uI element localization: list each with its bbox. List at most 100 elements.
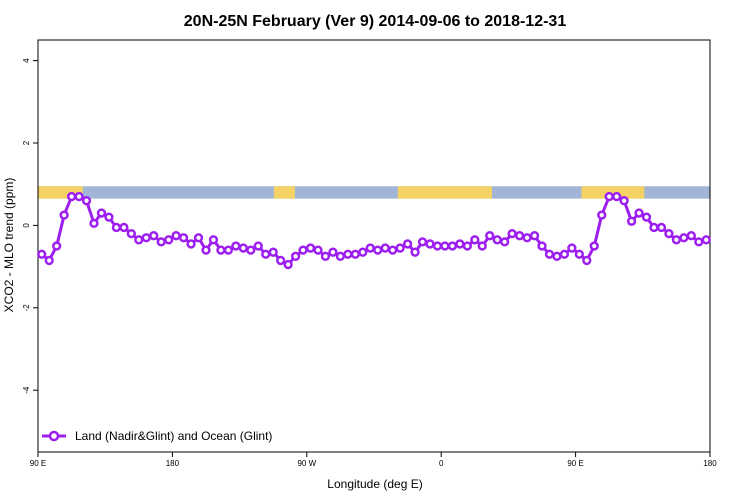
data-point — [276, 255, 286, 266]
data-point — [686, 231, 696, 241]
data-point — [59, 210, 69, 220]
data-point — [544, 249, 555, 259]
data-point — [320, 251, 331, 261]
data-point — [178, 233, 189, 243]
data-point — [261, 249, 271, 259]
legend-marker — [48, 430, 60, 442]
data-point — [552, 251, 562, 261]
x-axis-label: Longitude (deg E) — [327, 477, 422, 491]
data-point — [462, 241, 472, 251]
data-point — [425, 239, 435, 249]
series-line — [40, 195, 707, 266]
data-point — [455, 239, 465, 249]
data-point — [328, 247, 338, 257]
y-axis-label: XCO2 - MLO trend (ppm) — [2, 178, 16, 313]
land-segment — [581, 186, 645, 199]
data-point — [402, 239, 413, 249]
data-point — [574, 249, 584, 259]
data-point — [365, 243, 375, 253]
data-point — [246, 245, 256, 255]
data-point — [37, 249, 47, 259]
legend: Land (Nadir&Glint) and Ocean (Glint) — [42, 429, 272, 443]
data-point — [134, 235, 144, 245]
data-point — [335, 251, 346, 261]
data-point — [66, 191, 77, 202]
data-point — [671, 235, 682, 245]
data-point — [634, 208, 644, 218]
plot-border — [37, 39, 711, 453]
data-point — [238, 243, 248, 253]
data-point — [89, 218, 99, 228]
data-point — [701, 235, 711, 245]
data-point — [641, 212, 652, 222]
data-point — [417, 237, 428, 247]
data-point — [126, 228, 136, 239]
data-point — [664, 228, 674, 239]
data-point — [410, 247, 420, 257]
data-point — [373, 245, 383, 255]
land-ocean-band — [38, 186, 710, 199]
data-point — [470, 235, 480, 245]
x-tick-label: 180 — [166, 459, 180, 468]
x-axis: 90 E 180 90 W 0 90 E 180 — [30, 452, 717, 468]
y-tick-label: -2 — [22, 304, 31, 312]
data-point — [164, 235, 174, 245]
data-point — [395, 243, 405, 253]
y-tick-label: 2 — [22, 140, 31, 145]
ocean-band — [38, 186, 710, 199]
data-point — [156, 237, 166, 247]
y-tick-label: -4 — [22, 386, 31, 394]
data-point — [432, 241, 443, 251]
data-point — [313, 245, 323, 255]
data-point — [440, 241, 450, 251]
data-point — [201, 245, 211, 255]
data-point — [679, 233, 689, 243]
data-point — [231, 241, 241, 251]
data-point — [589, 241, 599, 251]
data-point — [350, 249, 360, 259]
legend-label: Land (Nadir&Glint) and Ocean (Glint) — [75, 429, 272, 443]
data-point — [171, 231, 181, 241]
data-point — [74, 191, 84, 202]
data-point — [597, 210, 607, 220]
chart-title: 20N-25N February (Ver 9) 2014-09-06 to 2… — [184, 13, 567, 30]
y-tick-label: 0 — [22, 223, 31, 228]
data-point — [485, 231, 495, 241]
data-point — [141, 233, 151, 243]
data-point — [305, 243, 316, 253]
plot-frame — [37, 39, 711, 453]
data-point — [283, 259, 293, 270]
data-point — [380, 243, 390, 253]
data-point — [507, 228, 517, 239]
data-point — [186, 239, 196, 249]
data-point — [253, 241, 263, 251]
data-point — [500, 237, 510, 247]
data-point — [298, 245, 308, 255]
data-point — [193, 233, 204, 243]
x-tick-label: 180 — [703, 459, 717, 468]
data-point — [477, 241, 487, 251]
data-point — [537, 241, 547, 251]
data-point — [119, 222, 129, 233]
data-point — [44, 255, 54, 266]
data-point — [447, 241, 458, 251]
data-point — [694, 237, 704, 247]
data-point — [514, 231, 525, 241]
data-point — [81, 196, 92, 206]
y-axis: -4 -2 0 2 4 — [22, 58, 38, 394]
data-point — [559, 249, 570, 259]
data-point — [626, 216, 637, 226]
data-point — [104, 212, 114, 222]
series-layer — [37, 191, 711, 270]
data-point — [149, 231, 159, 241]
data-point — [567, 243, 577, 253]
data-point — [343, 249, 353, 259]
data-point — [290, 251, 301, 261]
data-point — [111, 222, 122, 233]
x-tick-label: 0 — [439, 459, 444, 468]
data-point — [582, 255, 592, 266]
data-point — [268, 247, 278, 257]
land-segment — [273, 186, 295, 199]
y-tick-label: 4 — [22, 58, 31, 63]
